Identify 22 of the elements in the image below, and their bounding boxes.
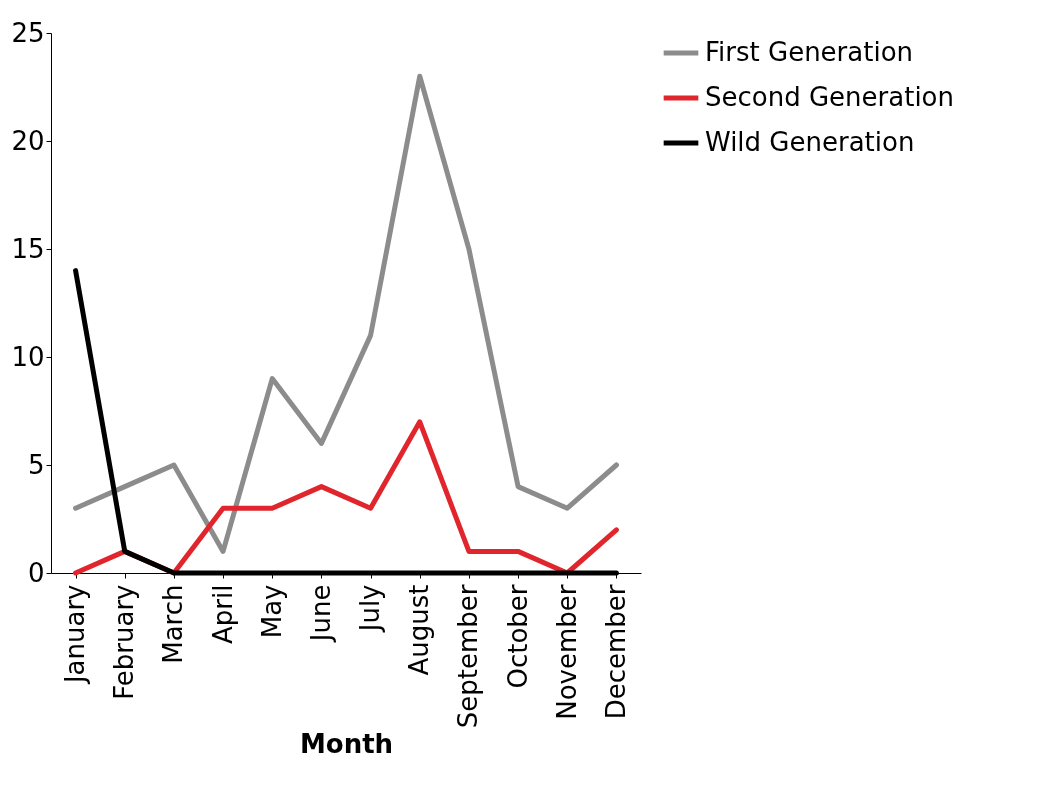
x-tick-label: June [305, 584, 336, 644]
x-tick-label: November [551, 584, 582, 720]
x-tick-label: August [404, 584, 435, 676]
legend-label: Wild Generation [705, 127, 915, 157]
x-tick-label: October [502, 584, 533, 689]
y-tick-label: 0 [27, 557, 45, 588]
x-axis-title: Month [299, 729, 394, 760]
y-tick-label: 25 [11, 17, 45, 48]
x-tick-label: February [109, 584, 140, 700]
x-tick-label: May [256, 584, 287, 639]
x-tick-label: September [453, 584, 484, 729]
x-tick-label: April [207, 584, 238, 644]
y-tick-label: 15 [11, 233, 45, 264]
x-tick-label: December [600, 584, 631, 720]
y-tick-label: 20 [11, 125, 45, 156]
y-tick-label: 5 [27, 449, 45, 480]
legend-label: Second Generation [705, 82, 954, 112]
x-tick-label: March [158, 584, 189, 664]
legend-label: First Generation [705, 37, 914, 67]
y-tick-label: 10 [11, 341, 45, 372]
x-tick-label: July [355, 584, 386, 634]
x-tick-label: January [60, 584, 91, 686]
